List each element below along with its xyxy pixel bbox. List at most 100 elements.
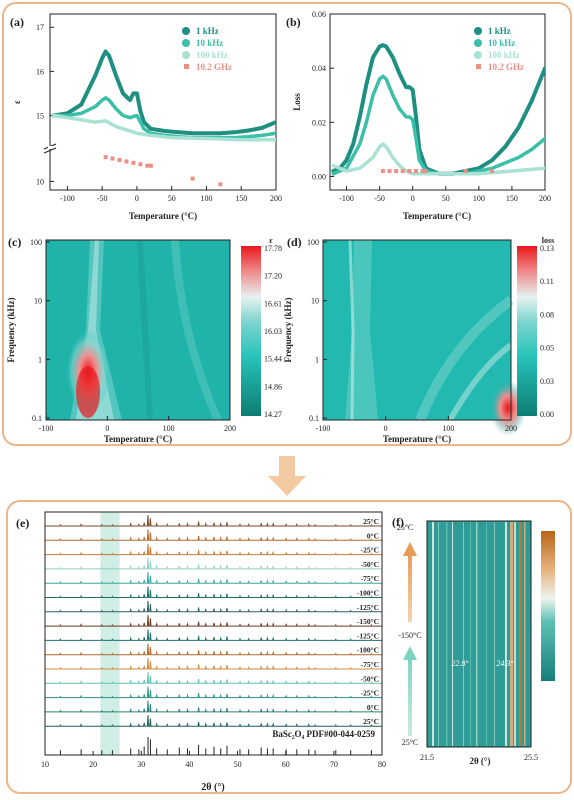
- panel-c-colorbar-ticks: 17.78 17.20 16.61 16.03 15.44 14.86 14.27: [264, 244, 282, 419]
- panel-b-label: (b): [286, 15, 301, 29]
- panel-d-colorbar-tick: 0.13: [540, 244, 554, 253]
- panel-a-ylabel: ε: [12, 100, 22, 104]
- panel-b-series: [331, 43, 545, 176]
- panel-d-ytick-label: 10: [311, 297, 319, 306]
- panel-c-xtick-label: -100: [39, 424, 54, 433]
- panel-b-plot-frame: [329, 13, 546, 191]
- panel-f-stripe: [470, 522, 471, 746]
- panel-d-colorbar-tick: 0.11: [540, 277, 554, 286]
- panel-b-legend-label: 10 kHz: [488, 38, 515, 48]
- panel-d-ytick-label: 0.1: [309, 414, 319, 423]
- panel-e-trace: [45, 529, 382, 541]
- panel-a-ytick-label: 17: [36, 23, 44, 32]
- panel-f-stripe: [452, 522, 453, 746]
- panel-c-label: (c): [8, 235, 21, 249]
- panel-e-trace: [45, 700, 382, 713]
- panel-d-xtick-label: 0: [384, 424, 388, 433]
- panel-d-label: (d): [287, 235, 302, 249]
- panel-c-ytick-label: 0.1: [32, 414, 42, 423]
- panel-f-stripe: [505, 522, 507, 746]
- panel-b-xtick-label: 200: [539, 194, 551, 203]
- panel-b-point-ghz: [400, 169, 405, 174]
- panel-b-point-ghz: [380, 169, 385, 174]
- panel-a-ticks: -100 -50 0 50 100 150 200 10 15 16 17: [36, 23, 282, 203]
- panel-d-colorbar-title: loss: [542, 236, 554, 245]
- panel-a-xtick-label: -50: [97, 194, 108, 203]
- panel-e-trace-label: -100°C: [357, 646, 379, 655]
- panel-e-trace-label: -125°C: [357, 631, 379, 640]
- panel-f: (f) 25°C -150°C 25°C 22.8° 24.3° 21.5 25…: [392, 515, 555, 766]
- panel-e-xtick-label: 40: [185, 760, 193, 769]
- panel-b-series-line: [331, 142, 545, 176]
- panel-e-trace: [45, 615, 382, 627]
- panel-d-colorbar-tick: 0.00: [540, 410, 554, 419]
- panel-f-xtick-1: 25.5: [524, 753, 538, 762]
- panel-f-stripe: [438, 522, 439, 746]
- panel-d-xtick-label: 100: [442, 424, 454, 433]
- panel-e-reference-label: BaSc₂O₄ PDF#00-044-0259: [272, 729, 375, 739]
- panel-e-trace: [45, 586, 382, 598]
- panel-a-xlabel: Temperature (°C): [129, 211, 197, 221]
- panel-a-label: (a): [10, 15, 24, 29]
- panel-a-series-line: [51, 113, 276, 142]
- panel-b-ytick-label: 0.00: [312, 172, 326, 181]
- panel-c-colorbar-tick: 16.61: [264, 299, 282, 308]
- panel-f-arrows: [403, 542, 417, 736]
- panel-b-series-line: [331, 43, 545, 176]
- panel-e-trace-label: -50°C: [361, 560, 379, 569]
- panel-a-point-ghz: [138, 162, 143, 167]
- panel-a-point-ghz: [218, 182, 223, 187]
- panel-f-annotation-2: 24.3°: [496, 659, 514, 668]
- panel-d-colorbar: [517, 246, 537, 416]
- panel-e-trace-label: -125°C: [357, 603, 379, 612]
- panel-e-xtick-label: 20: [89, 760, 97, 769]
- panel-a-legend-label: 10 kHz: [196, 38, 223, 48]
- panel-b-point-ghz: [407, 169, 412, 174]
- panel-c-colorbar-tick: 17.20: [264, 272, 282, 281]
- panel-d-ticks: -100 0 100 200 100 10 1 0.1: [307, 238, 517, 433]
- panel-e-xtick-label: 80: [378, 760, 386, 769]
- transition-arrow: [268, 456, 306, 496]
- panel-a-xtick-label: -100: [60, 194, 75, 203]
- panel-f-stripe: [514, 522, 516, 746]
- panel-e-xtick-label: 10: [41, 760, 49, 769]
- panel-a: (a) -100 -50 0 50 100 150 200 10 15 16 17 Temperat…: [10, 13, 282, 221]
- panel-a-xtick-label: 0: [135, 194, 139, 203]
- panel-e-trace-label: 0°C: [367, 531, 379, 540]
- panel-e-label: (e): [16, 516, 29, 530]
- panel-a-point-ghz: [124, 159, 129, 164]
- panel-c-ytick-label: 1: [38, 355, 42, 364]
- panel-b-point-ghz: [414, 169, 418, 174]
- panel-b-legend-marker: [474, 27, 482, 35]
- panel-e-trace-label: -50°C: [361, 674, 379, 683]
- panel-a-ytick-label: 16: [36, 67, 44, 76]
- panel-e-trace: [45, 672, 382, 684]
- panel-b-legend-label: 10.2 GHz: [488, 62, 524, 72]
- panel-a-point-ghz: [145, 163, 150, 168]
- panel-a-series-line: [51, 49, 276, 136]
- panel-f-heatmap: [426, 520, 532, 748]
- panel-e-plot-frame: [44, 511, 383, 756]
- panel-e-xlabel: 2θ (°): [201, 782, 224, 793]
- panel-e-trace-label: -150°C: [357, 617, 379, 626]
- panel-b-xtick-label: 0: [411, 194, 415, 203]
- panel-d-colorbar-tick: 0.08: [540, 310, 554, 319]
- panel-b-point-ghz: [463, 169, 468, 174]
- panel-a-legend-marker: [182, 39, 190, 47]
- panel-e-trace-label: -25°C: [361, 546, 379, 555]
- panel-a-ytick-label: 10: [36, 177, 44, 186]
- panel-a-plot-frame: [49, 13, 277, 191]
- panel-b-point-ghz: [490, 169, 495, 174]
- panel-d-ylabel: Frequency (kHz): [283, 297, 293, 362]
- panel-b-point-ghz: [423, 169, 428, 174]
- panel-d-colorbar-ticks: 0.13 0.11 0.08 0.05 0.03 0.00: [540, 244, 554, 419]
- panel-e-trace: [45, 657, 382, 670]
- panel-a-legend-marker: [182, 27, 190, 35]
- panel-f-colorbar: [541, 531, 555, 681]
- panel-e-xtick-label: 70: [330, 760, 338, 769]
- panel-f-stripe: [463, 522, 464, 746]
- panel-e-trace-label: -25°C: [361, 689, 379, 698]
- panel-c-colorbar-tick: 14.27: [264, 410, 282, 419]
- panel-e-trace-label: 25°C: [363, 517, 379, 526]
